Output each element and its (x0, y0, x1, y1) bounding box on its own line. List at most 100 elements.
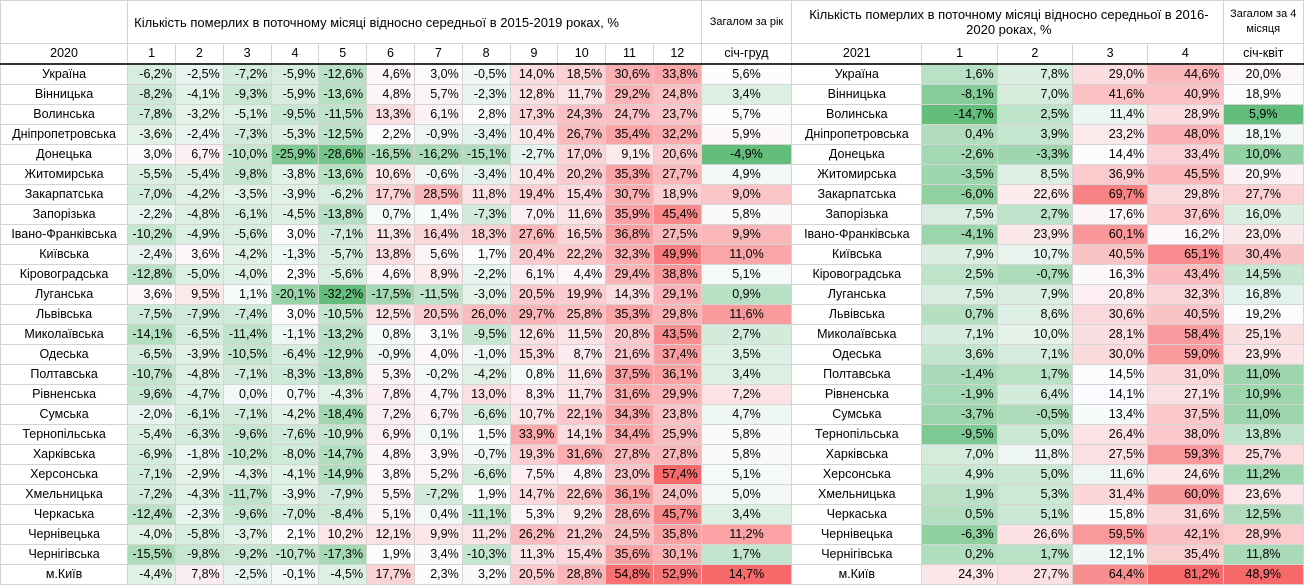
value-cell-2020: -5,6% (318, 264, 368, 285)
month-header: 10 (557, 43, 607, 65)
value-cell-2020: 4,6% (366, 264, 415, 285)
value-cell-2020: 5,3% (509, 504, 559, 525)
value-cell-2020: -0,2% (413, 364, 463, 385)
value-cell-2020: 0,7% (270, 384, 320, 405)
value-cell-2020: 31,6% (557, 444, 607, 465)
month-header: 1 (127, 43, 176, 65)
value-cell-2020: 32,3% (605, 244, 654, 265)
value-cell-2020: 5,2% (413, 464, 463, 485)
value-cell-2020: 0,7% (366, 204, 415, 225)
value-cell-2021: 31,0% (1147, 364, 1224, 385)
value-cell-2021: 81,2% (1147, 564, 1224, 585)
value-cell-2021: 5,1% (996, 504, 1073, 525)
region-name-2021: Чернігівська (791, 544, 923, 565)
value-cell-2021: -1,9% (921, 384, 998, 405)
value-cell-2021: 24,3% (921, 564, 998, 585)
value-cell-2020: -2,9% (174, 464, 224, 485)
table-row: Сумська -2,0% -6,1% -7,1% -4,2% -18,4% 7,2% 6,7… (0, 404, 1304, 425)
value-cell-2020: -4,2% (461, 364, 511, 385)
value-cell-2020: 3,0% (413, 63, 463, 85)
value-cell-2020: 11,3% (509, 544, 559, 565)
month-header: 4 (270, 43, 320, 65)
value-cell-2021: 14,1% (1071, 384, 1149, 405)
value-cell-2021: 42,1% (1147, 524, 1224, 545)
value-cell-2020: -10,9% (318, 424, 368, 445)
table-row: Хмельницька -7,2% -4,3% -11,7% -3,9% -7,9% 5,5… (0, 484, 1304, 505)
value-cell-2020: -2,3% (461, 84, 511, 105)
value-cell-2020: 37,4% (652, 344, 702, 365)
value-cell-2020: -11,7% (222, 484, 272, 505)
value-cell-2020: 11,5% (557, 324, 607, 345)
table-row: м.Київ -4,4% 7,8% -2,5% -0,1% -4,5% 17,7% 2,3% 3… (0, 564, 1304, 585)
value-cell-2020: 21,2% (557, 524, 607, 545)
value-cell-2020: 20,8% (605, 324, 654, 345)
value-cell-2020: 28,6% (605, 504, 654, 525)
value-cell-2020: -3,8% (270, 164, 320, 185)
value-cell-2020: 5,1% (366, 504, 415, 525)
region-name-2021: Кіровоградська (791, 264, 923, 285)
value-cell-2020: -9,5% (461, 324, 511, 345)
value-cell-2020: 20,4% (509, 244, 559, 265)
value-cell-2020: -20,1% (270, 284, 320, 305)
value-cell-2021: -6,3% (921, 524, 998, 545)
left-total-period-header: січ-груд (700, 43, 793, 65)
value-cell-2021: 16,3% (1071, 264, 1149, 285)
region-name-2020: Рівненська (0, 384, 129, 405)
value-cell-2020: -7,9% (174, 304, 224, 325)
value-cell-2021: 7,1% (996, 344, 1073, 365)
region-name-2020: Чернівецька (0, 524, 129, 545)
region-name-2020: Волинська (0, 104, 129, 125)
region-name-2021: Сумська (791, 404, 923, 425)
region-name-2021: Вінницька (791, 84, 923, 105)
total-cell-2021: 25,7% (1222, 444, 1304, 465)
value-cell-2020: 35,3% (605, 304, 654, 325)
value-cell-2020: 13,8% (366, 244, 415, 265)
total-cell-2020: 3,4% (700, 504, 793, 525)
region-name-2021: Рівненська (791, 384, 923, 405)
value-cell-2020: -9,6% (127, 384, 176, 405)
value-cell-2020: 33,8% (652, 63, 702, 85)
value-cell-2021: 10,0% (996, 324, 1073, 345)
total-cell-2020: 5,7% (700, 104, 793, 125)
total-cell-2021: 28,9% (1222, 524, 1304, 545)
value-cell-2021: 7,5% (921, 284, 998, 305)
value-cell-2020: -2,5% (222, 564, 272, 585)
month-header: 2 (996, 43, 1073, 65)
total-cell-2021: 23,9% (1222, 344, 1304, 365)
value-cell-2020: 4,6% (366, 63, 415, 85)
value-cell-2020: 36,8% (605, 224, 654, 245)
value-cell-2020: -7,3% (461, 204, 511, 225)
right-total-period-header: січ-квіт (1222, 43, 1304, 65)
value-cell-2020: -5,7% (318, 244, 368, 265)
value-cell-2021: 43,4% (1147, 264, 1224, 285)
value-cell-2020: 19,9% (557, 284, 607, 305)
value-cell-2020: 18,9% (652, 184, 702, 205)
value-cell-2021: 29,0% (1071, 63, 1149, 85)
total-cell-2020: 14,7% (700, 564, 793, 585)
value-cell-2021: 69,7% (1071, 184, 1149, 205)
value-cell-2020: -6,5% (174, 324, 224, 345)
value-cell-2020: -7,2% (127, 484, 176, 505)
total-cell-2020: 2,7% (700, 324, 793, 345)
value-cell-2020: -16,2% (413, 144, 463, 165)
value-cell-2020: 11,6% (557, 364, 607, 385)
value-cell-2020: 11,2% (461, 524, 511, 545)
value-cell-2020: -5,1% (222, 104, 272, 125)
value-cell-2020: 4,8% (366, 84, 415, 105)
value-cell-2020: 20,5% (413, 304, 463, 325)
table-body: Україна -6,2% -2,5% -7,2% -5,9% -12,6% 4,6% 3,0… (0, 63, 1304, 585)
region-name-2020: Тернопільська (0, 424, 129, 445)
value-cell-2020: 1,1% (222, 284, 272, 305)
value-cell-2020: 7,8% (174, 564, 224, 585)
region-name-2020: Одеська (0, 344, 129, 365)
value-cell-2021: 1,7% (996, 544, 1073, 565)
value-cell-2020: 22,1% (557, 404, 607, 425)
value-cell-2020: -3,0% (461, 284, 511, 305)
value-cell-2020: 30,7% (605, 184, 654, 205)
total-cell-2021: 20,9% (1222, 164, 1304, 185)
value-cell-2020: -2,4% (174, 124, 224, 145)
value-cell-2020: 16,5% (557, 224, 607, 245)
region-name-2020: Дніпропетровська (0, 124, 129, 145)
value-cell-2020: -11,5% (413, 284, 463, 305)
value-cell-2020: 11,7% (557, 84, 607, 105)
